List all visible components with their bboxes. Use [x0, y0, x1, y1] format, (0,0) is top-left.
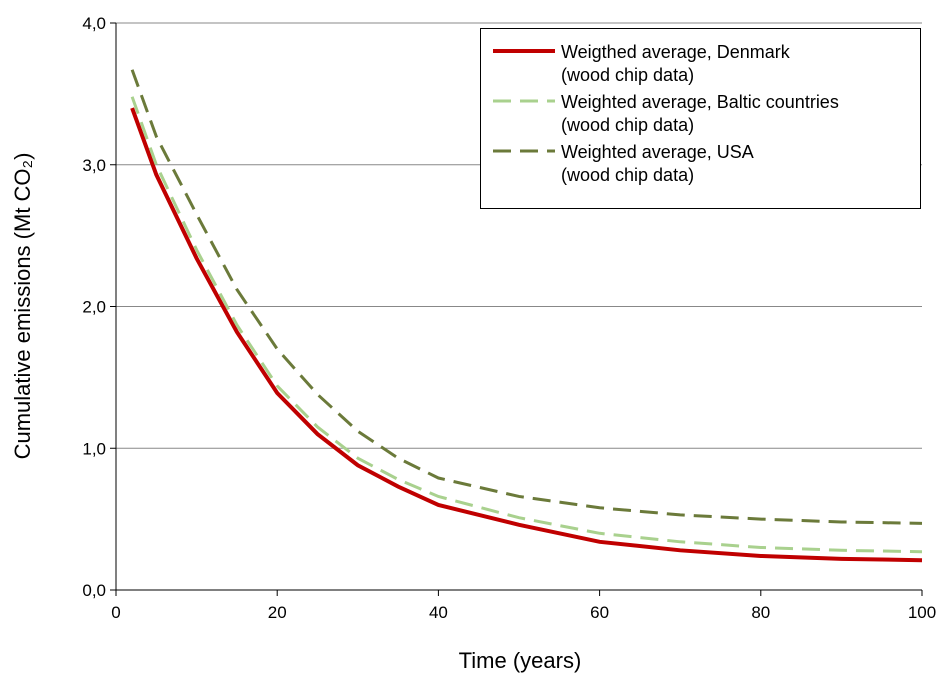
y-tick-label: 0,0: [82, 581, 106, 600]
swatch-line: [493, 49, 555, 53]
x-tick-label: 80: [751, 603, 770, 622]
x-tick-label: 100: [908, 603, 936, 622]
x-tick-label: 0: [111, 603, 120, 622]
legend-swatch: [493, 97, 555, 105]
legend-label: Weighted average, Baltic countries (wood…: [561, 92, 839, 135]
y-tick-label: 3,0: [82, 156, 106, 175]
series-line: [130, 69, 923, 525]
y-axis-label: Cumulative emissions (Mt CO₂): [10, 153, 35, 460]
legend-swatch: [493, 47, 555, 55]
y-tick-label: 4,0: [82, 14, 106, 33]
legend: Weigthed average, Denmark (wood chip dat…: [480, 28, 921, 209]
swatch-line: [493, 149, 555, 153]
x-tick-label: 60: [590, 603, 609, 622]
x-axis-label: Time (years): [459, 648, 582, 673]
legend-label: Weighted average, USA (wood chip data): [561, 142, 754, 185]
legend-label: Weigthed average, Denmark (wood chip dat…: [561, 42, 790, 85]
x-tick-label: 40: [429, 603, 448, 622]
x-tick-label: 20: [268, 603, 287, 622]
y-tick-label: 1,0: [82, 439, 106, 458]
series-line: [130, 107, 923, 563]
legend-swatch: [493, 147, 555, 155]
y-tick-label: 2,0: [82, 298, 106, 317]
swatch-line: [493, 99, 555, 103]
series-line: [130, 96, 923, 554]
